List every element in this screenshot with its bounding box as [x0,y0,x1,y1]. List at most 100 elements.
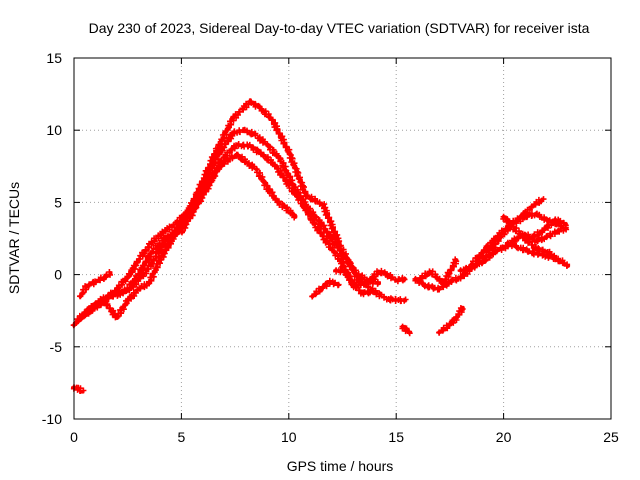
series-arc3 [77,141,378,322]
data-point [437,287,442,292]
data-point [102,298,107,303]
data-point [553,217,558,222]
data-point [93,279,98,284]
data-point [402,298,407,303]
data-point [566,263,571,268]
data-point [183,211,188,216]
data-point [544,235,549,240]
data-point [563,222,568,227]
data-point [460,305,465,310]
data-point [377,281,382,286]
series-arc12 [436,305,466,336]
data-point [136,287,141,292]
data-point [458,275,463,280]
data-point [385,297,390,302]
data-point [364,281,369,286]
data-point [319,287,324,292]
data-point [540,197,545,202]
data-point [235,142,240,147]
data-point [269,116,274,121]
data-point [123,289,128,294]
data-point [518,246,523,251]
data-point [454,258,459,263]
data-point [230,131,235,136]
data-point [321,203,326,208]
data-point [355,272,360,277]
data-point [254,167,259,172]
data-point [531,250,536,255]
data-point [136,272,141,277]
data-point [512,226,517,231]
data-point [248,144,253,149]
data-point [544,253,549,258]
data-point [282,204,287,209]
data-point [505,240,510,245]
data-point [303,193,308,198]
data-point [368,289,373,294]
data-point [316,219,321,224]
data-point [342,269,347,274]
data-point [368,276,373,281]
data-point [252,132,257,137]
data-point [278,157,283,162]
data-point [325,240,330,245]
data-point [531,203,536,208]
data-point [310,294,315,299]
data-point [544,217,549,222]
data-point [175,229,180,234]
data-point [402,276,407,281]
y-axis-label: SDTVAR / TECUs [6,182,22,294]
data-point [533,239,538,244]
data-point [312,222,317,227]
data-marks [70,98,571,394]
data-point [437,330,442,335]
series-arc19 [70,384,87,394]
data-point [157,258,162,263]
data-point [555,229,560,234]
data-point [533,211,538,216]
series-arc7 [333,267,374,298]
x-tick-label: 25 [603,429,619,445]
data-point [147,281,152,286]
data-point [162,229,167,234]
data-point [108,271,113,276]
y-tick-label: -5 [50,339,63,355]
data-point [563,226,568,231]
data-point [226,157,231,162]
data-point [256,105,261,110]
data-point [241,128,246,133]
data-point [377,269,382,274]
data-point [78,315,83,320]
data-point [265,185,270,190]
data-point [162,236,167,241]
data-point [454,315,459,320]
y-tick-label: -10 [42,411,62,427]
series-arc5 [77,269,113,300]
data-point [125,298,130,303]
data-point [82,313,87,318]
data-point [527,236,532,241]
data-point [114,287,119,292]
y-tick-label: 10 [46,122,62,138]
data-point [248,99,253,104]
data-point [514,236,519,241]
data-point [447,279,452,284]
data-point [230,116,235,121]
data-point [372,289,377,294]
data-point [336,282,341,287]
data-point [518,214,523,219]
data-point [467,265,472,270]
data-point [480,261,485,266]
data-point [200,188,205,193]
data-point [136,258,141,263]
chart-title: Day 230 of 2023, Sidereal Day-to-day VTE… [89,20,590,36]
data-point [458,268,463,273]
data-point [407,330,412,335]
data-point [480,250,485,255]
data-point [501,214,506,219]
data-point [76,318,81,323]
data-point [213,168,218,173]
series-arc4 [81,151,298,321]
data-point [222,154,227,159]
data-point [334,268,339,273]
